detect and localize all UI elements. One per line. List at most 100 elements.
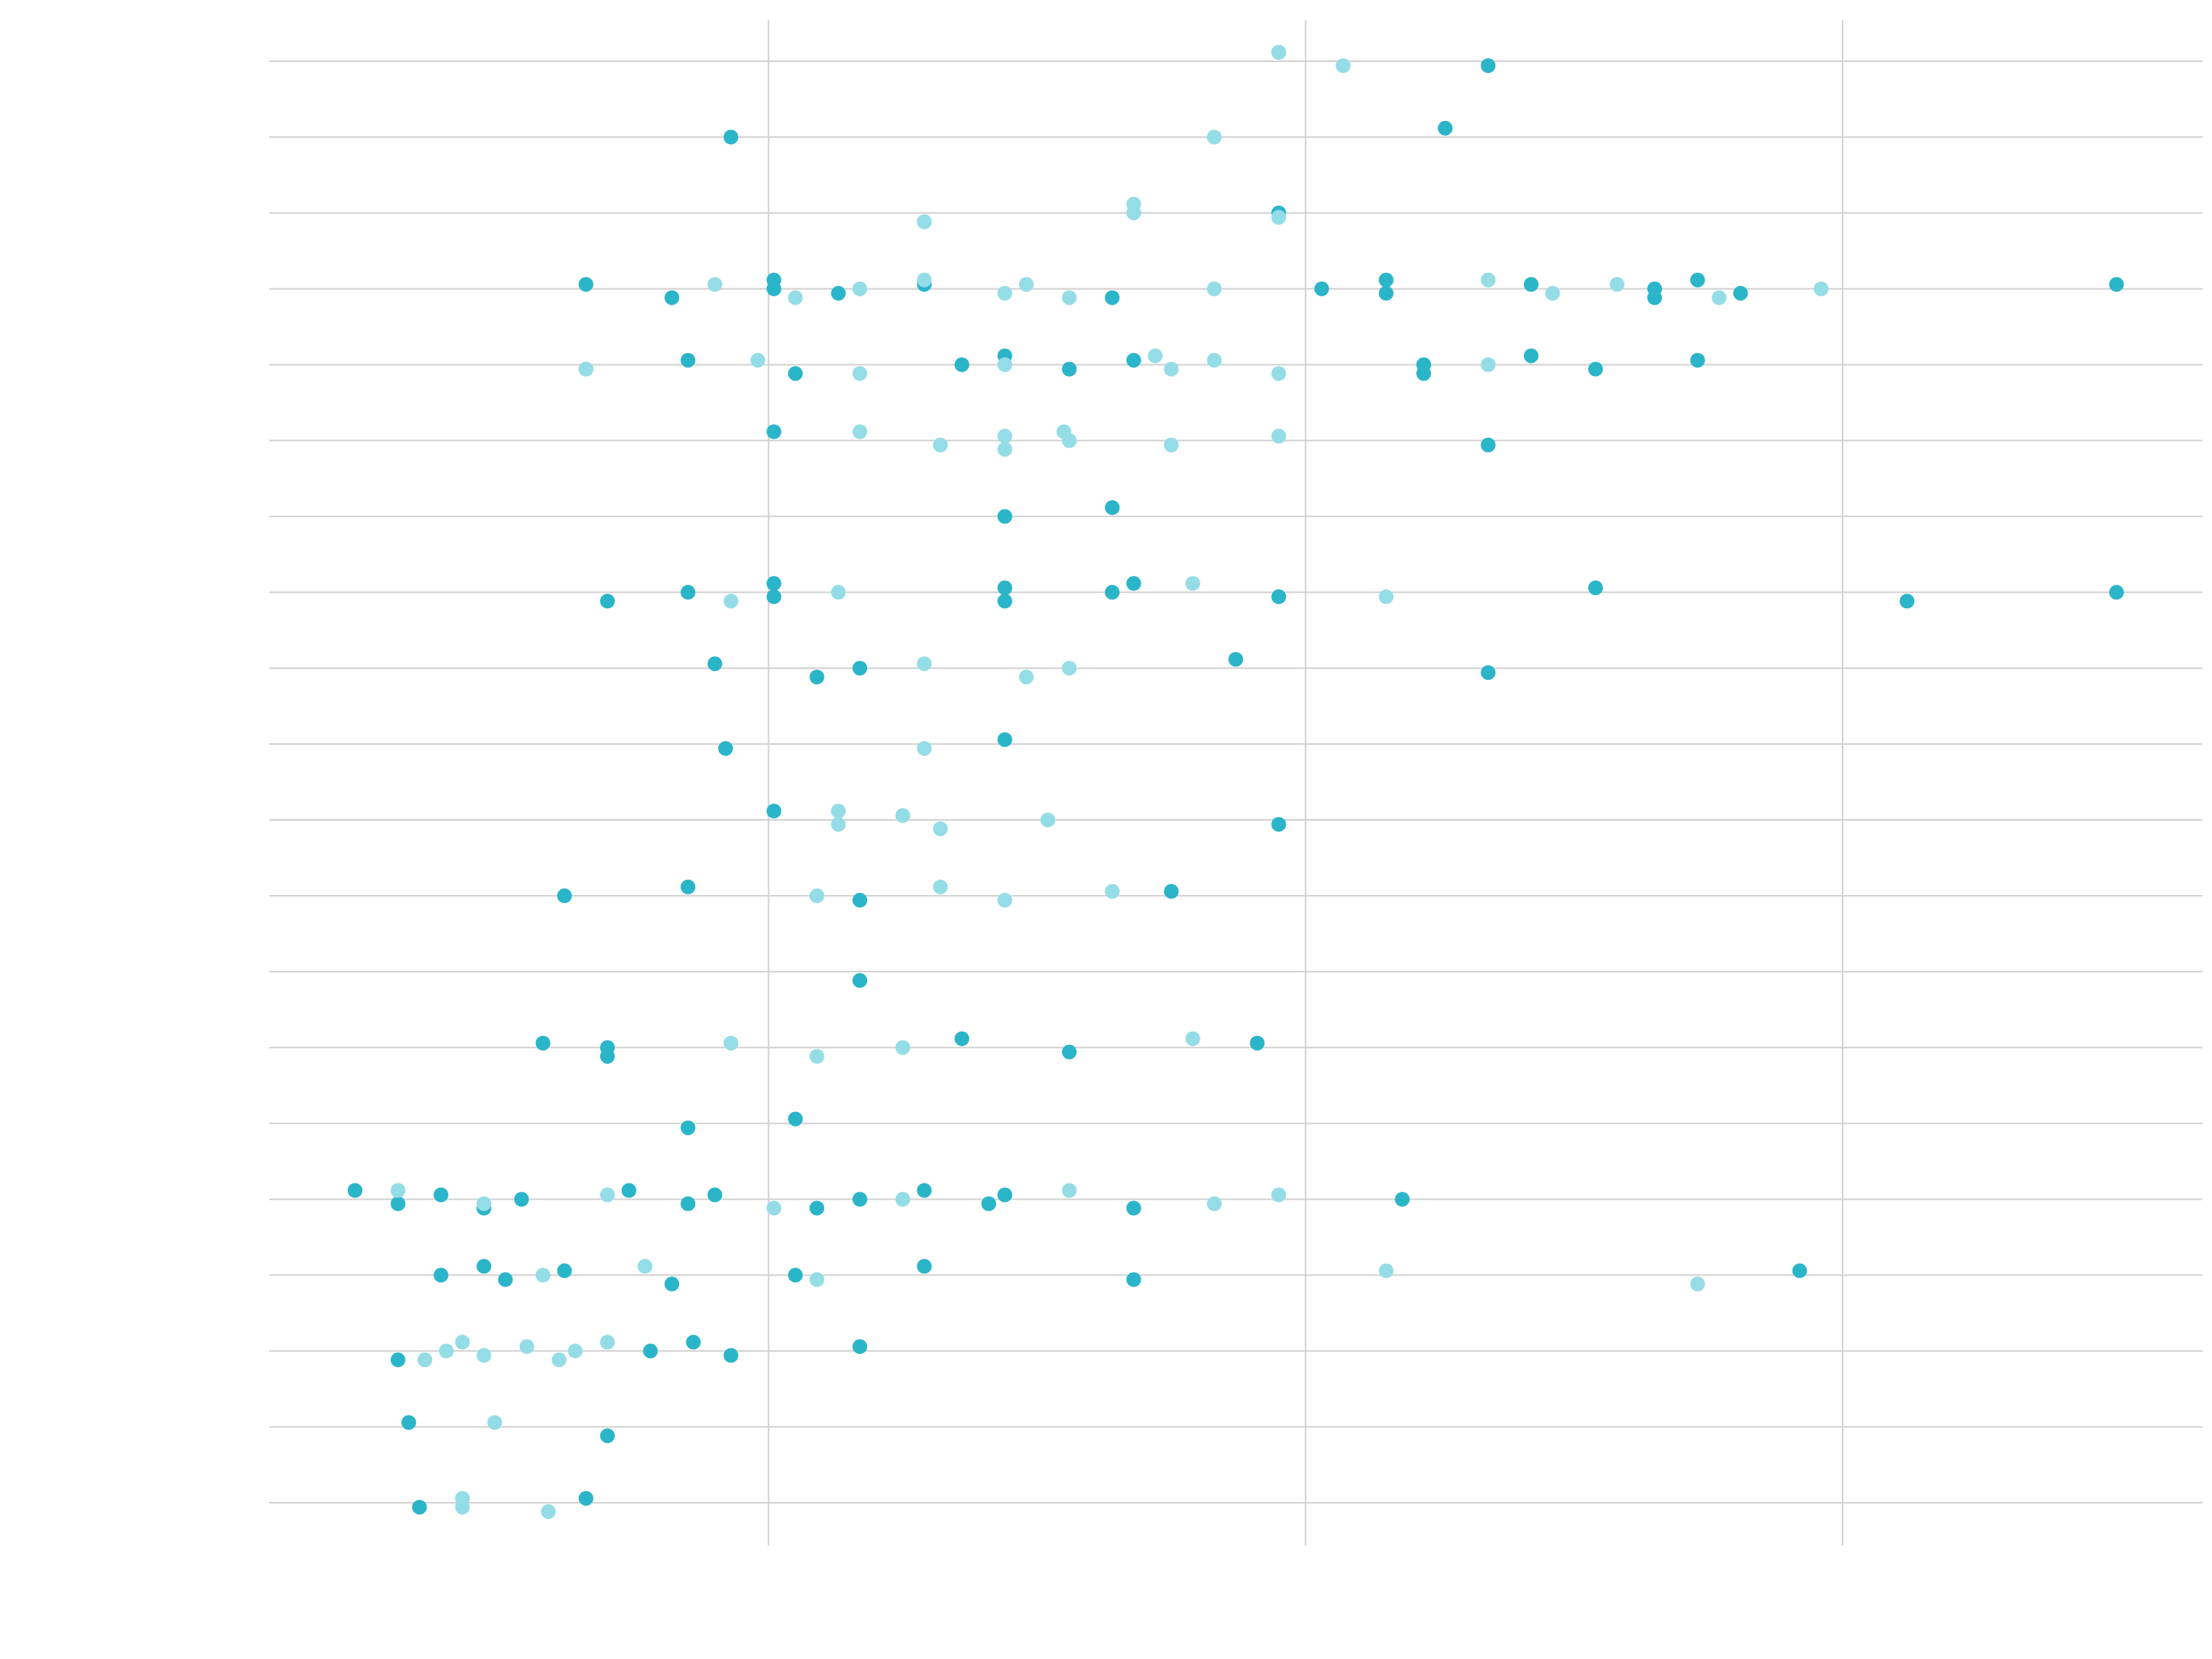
dot	[637, 1259, 653, 1274]
dot	[1206, 1196, 1222, 1211]
dot	[1481, 58, 1496, 73]
dot	[831, 804, 846, 818]
dot	[1813, 281, 1829, 296]
dot	[852, 1339, 868, 1354]
dot	[1206, 281, 1222, 296]
dot	[1126, 576, 1141, 591]
dot	[599, 594, 615, 609]
dot	[852, 1192, 868, 1207]
dot	[707, 656, 723, 672]
dot	[1228, 652, 1243, 667]
dot	[476, 1348, 492, 1363]
dot	[954, 1031, 970, 1046]
dot	[434, 1187, 449, 1203]
dot	[1271, 1187, 1287, 1203]
dot	[476, 1259, 492, 1274]
dot	[540, 1504, 556, 1520]
dot	[439, 1343, 454, 1359]
dot	[476, 1196, 492, 1211]
dot	[933, 821, 948, 836]
dot	[981, 1196, 996, 1211]
dot	[707, 276, 723, 292]
dot	[997, 892, 1012, 908]
dot	[681, 879, 696, 894]
dot	[557, 1263, 572, 1279]
dot	[681, 1120, 696, 1135]
dot	[831, 285, 846, 301]
dot	[1378, 589, 1394, 605]
dot	[2109, 585, 2124, 600]
dot	[766, 272, 782, 288]
dot	[519, 1339, 535, 1354]
dot	[831, 585, 846, 600]
dot	[455, 1335, 470, 1350]
dot	[535, 1267, 551, 1283]
dot	[681, 585, 696, 600]
dot	[787, 290, 803, 305]
dot	[1690, 352, 1705, 368]
dot	[723, 129, 739, 145]
dot	[578, 1491, 594, 1506]
dot	[390, 1352, 406, 1368]
dot	[1105, 290, 1120, 305]
dot	[1378, 272, 1394, 288]
dot	[434, 1267, 449, 1283]
dot	[568, 1343, 583, 1359]
dot	[1271, 45, 1287, 60]
dot	[514, 1192, 529, 1207]
dot	[1438, 120, 1453, 136]
dot	[852, 892, 868, 908]
dot	[1690, 272, 1705, 288]
dot	[917, 741, 932, 757]
dot	[707, 1187, 723, 1203]
dot	[1271, 589, 1287, 605]
dot	[578, 276, 594, 292]
dot	[809, 669, 824, 685]
dot	[723, 1348, 739, 1363]
dot	[487, 1415, 502, 1430]
dot	[766, 424, 782, 439]
dot	[1206, 129, 1222, 145]
dot	[1792, 1263, 1807, 1279]
dot	[552, 1352, 567, 1368]
dot	[557, 888, 572, 903]
dot	[1523, 276, 1539, 292]
dot	[997, 1187, 1012, 1203]
dot	[852, 366, 868, 381]
dot	[809, 1048, 824, 1064]
dot	[1378, 285, 1394, 301]
dot	[1271, 428, 1287, 444]
dot	[917, 656, 932, 672]
dot	[1185, 1031, 1200, 1046]
dot	[1147, 348, 1163, 364]
dot	[766, 589, 782, 605]
dot	[1040, 813, 1056, 827]
dot	[1587, 361, 1603, 377]
dot	[535, 1035, 551, 1051]
dot	[997, 509, 1012, 524]
dot	[1062, 1044, 1077, 1060]
dot	[917, 272, 932, 288]
dot	[1271, 817, 1287, 832]
dot	[1250, 1035, 1265, 1051]
dot	[2109, 276, 2124, 292]
dot	[1105, 585, 1120, 600]
dot	[1314, 281, 1329, 296]
dot	[1647, 281, 1663, 296]
dot	[1481, 665, 1496, 681]
dot	[1711, 290, 1727, 305]
dot	[1271, 366, 1287, 381]
dot	[401, 1415, 417, 1430]
dot	[1481, 272, 1496, 288]
dot	[809, 1272, 824, 1287]
dot	[1062, 661, 1077, 676]
dot	[1018, 669, 1034, 685]
dot	[1126, 196, 1141, 212]
dot	[997, 442, 1012, 457]
dot	[997, 357, 1012, 372]
dot	[831, 817, 846, 832]
dot	[1416, 357, 1431, 372]
dot	[1185, 576, 1200, 591]
dot	[917, 214, 932, 229]
